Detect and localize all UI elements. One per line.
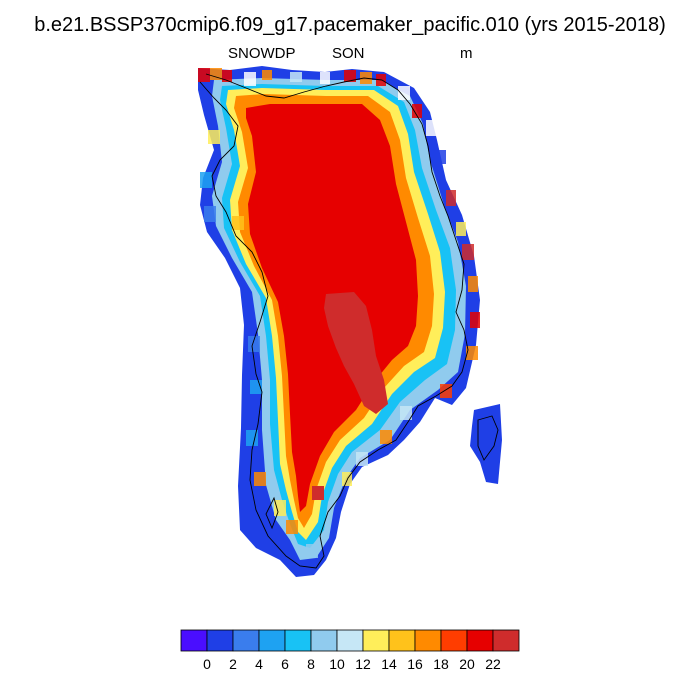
colorbar-swatch [206,629,234,652]
colorbar-tick-label: 0 [203,656,211,672]
colorbar-tick-label: 4 [255,656,263,672]
season-label: SON [332,45,365,62]
colorbar-tick-label: 12 [355,656,371,672]
colorbar-swatch [388,629,416,652]
colorbar-swatch [180,629,208,652]
colorbar-tick-label: 22 [485,656,501,672]
map-pixel-overlay [198,68,480,558]
colorbar-swatch [336,629,364,652]
colorbar-tick-label: 10 [329,656,345,672]
colorbar-swatch [232,629,260,652]
colorbar-tick-label: 2 [229,656,237,672]
colorbar-swatch [310,629,338,652]
colorbar-swatch [466,629,494,652]
plot-title: b.e21.BSSP370cmip6.f09_g17.pacemaker_pac… [34,14,666,36]
variable-label: SNOWDP [228,45,296,62]
units-label: m [460,45,473,62]
colorbar-tick-label: 8 [307,656,315,672]
colorbar-swatch [440,629,468,652]
map-region-summit-south [312,486,324,500]
colorbar-tick-label: 6 [281,656,289,672]
colorbar-swatch [414,629,442,652]
map-coastline [199,73,499,569]
colorbar-swatch [258,629,286,652]
colorbar-swatch [284,629,312,652]
colorbar-swatch [362,629,390,652]
colorbar-tick-label: 18 [433,656,449,672]
colorbar-tick-label: 20 [459,656,475,672]
colorbar-tick-label: 16 [407,656,423,672]
colorbar-swatch [492,629,520,652]
colorbar-tick-label: 14 [381,656,397,672]
map-region-summit [324,292,388,414]
